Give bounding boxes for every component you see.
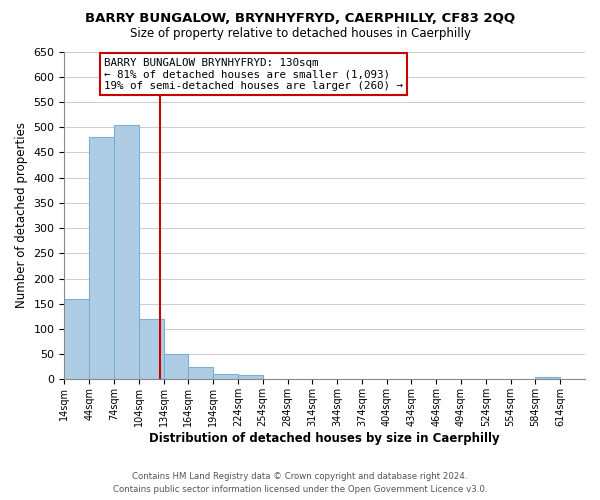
- Bar: [213, 374, 238, 380]
- Bar: [139, 319, 164, 380]
- Bar: [188, 367, 213, 380]
- Text: BARRY BUNGALOW BRYNHYFRYD: 130sqm
← 81% of detached houses are smaller (1,093)
1: BARRY BUNGALOW BRYNHYFRYD: 130sqm ← 81% …: [104, 58, 403, 91]
- Bar: [114, 124, 139, 380]
- Bar: [535, 377, 560, 380]
- Y-axis label: Number of detached properties: Number of detached properties: [15, 122, 28, 308]
- Bar: [89, 138, 114, 380]
- X-axis label: Distribution of detached houses by size in Caerphilly: Distribution of detached houses by size …: [149, 432, 500, 445]
- Bar: [238, 376, 263, 380]
- Text: Size of property relative to detached houses in Caerphilly: Size of property relative to detached ho…: [130, 28, 470, 40]
- Text: BARRY BUNGALOW, BRYNHYFRYD, CAERPHILLY, CF83 2QQ: BARRY BUNGALOW, BRYNHYFRYD, CAERPHILLY, …: [85, 12, 515, 26]
- Text: Contains HM Land Registry data © Crown copyright and database right 2024.
Contai: Contains HM Land Registry data © Crown c…: [113, 472, 487, 494]
- Bar: [64, 298, 89, 380]
- Bar: [164, 354, 188, 380]
